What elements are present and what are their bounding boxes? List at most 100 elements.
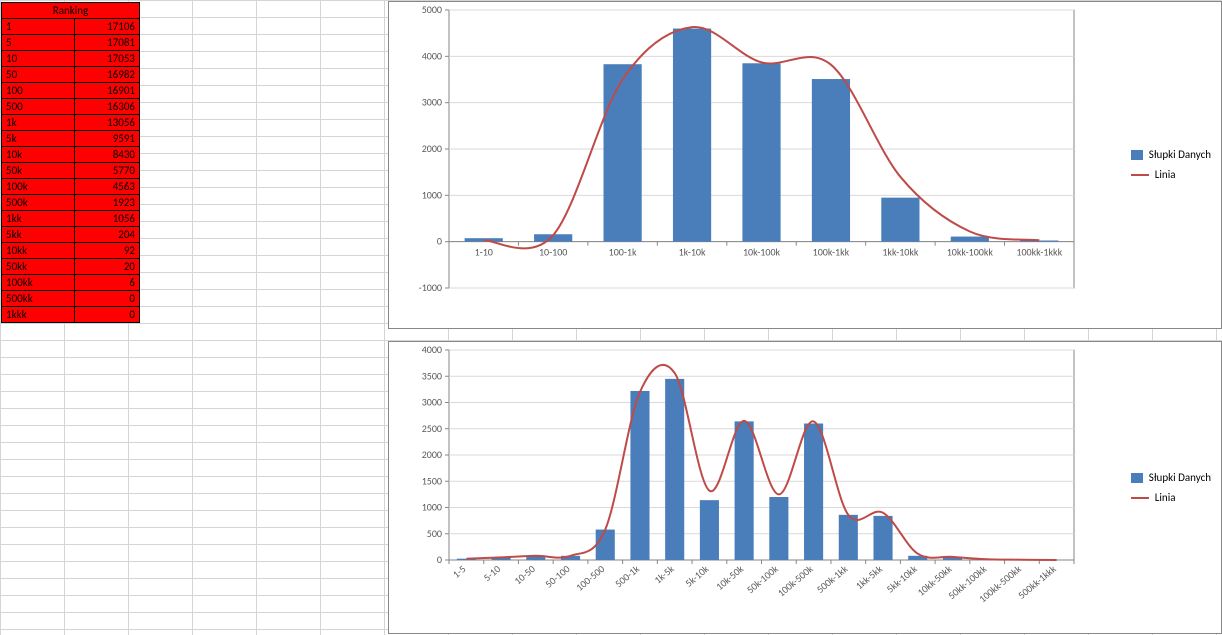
chart-bar xyxy=(804,424,823,561)
svg-text:1k-5k: 1k-5k xyxy=(651,562,676,586)
chart-bar xyxy=(596,530,615,560)
legend-bar-label: Słupki Danych xyxy=(1149,145,1211,165)
chart-bar xyxy=(769,497,788,560)
svg-text:50-100: 50-100 xyxy=(542,562,572,590)
ranking-row-value[interactable]: 17081 xyxy=(75,35,140,51)
ranking-row-key[interactable]: 1kkk xyxy=(2,307,75,323)
chart-bottom-legend: Słupki Danych Linia xyxy=(1131,468,1211,508)
ranking-table: Ranking 11710651708110170535016982100169… xyxy=(1,2,140,323)
ranking-row-key[interactable]: 1 xyxy=(2,19,75,35)
svg-text:5k-10k: 5k-10k xyxy=(682,562,711,590)
svg-text:0: 0 xyxy=(437,235,442,248)
legend-line-swatch xyxy=(1131,497,1149,499)
ranking-row-value[interactable]: 8430 xyxy=(75,147,140,163)
ranking-row-key[interactable]: 500kk xyxy=(2,291,75,307)
svg-text:3000: 3000 xyxy=(422,396,442,409)
svg-text:5-10: 5-10 xyxy=(481,562,503,584)
ranking-row-key[interactable]: 100k xyxy=(2,179,75,195)
chart-bar xyxy=(742,63,780,241)
svg-text:100-500: 100-500 xyxy=(573,562,607,593)
ranking-header: Ranking xyxy=(2,3,140,19)
chart-bar xyxy=(673,29,711,242)
ranking-row-key[interactable]: 500k xyxy=(2,195,75,211)
ranking-row-key[interactable]: 50k xyxy=(2,163,75,179)
chart-bar xyxy=(700,500,719,560)
svg-text:1000: 1000 xyxy=(422,188,442,201)
ranking-row-value[interactable]: 6 xyxy=(75,275,140,291)
ranking-row-key[interactable]: 50kk xyxy=(2,259,75,275)
ranking-row-value[interactable]: 4563 xyxy=(75,179,140,195)
legend-bar-swatch xyxy=(1131,473,1143,483)
svg-text:1kk-10kk: 1kk-10kk xyxy=(882,246,919,259)
ranking-row-value[interactable]: 20 xyxy=(75,259,140,275)
svg-text:2000: 2000 xyxy=(422,142,442,155)
chart-bar xyxy=(951,237,989,242)
ranking-row-value[interactable]: 0 xyxy=(75,307,140,323)
svg-text:10k-100k: 10k-100k xyxy=(743,246,781,259)
chart-bar xyxy=(665,379,684,560)
ranking-row-value[interactable]: 17053 xyxy=(75,51,140,67)
ranking-row-key[interactable]: 10kk xyxy=(2,243,75,259)
chart-bar xyxy=(881,198,919,242)
chart-top-legend: Słupki Danych Linia xyxy=(1131,145,1211,185)
ranking-row-key[interactable]: 500 xyxy=(2,99,75,115)
ranking-row-value[interactable]: 16982 xyxy=(75,67,140,83)
svg-text:3000: 3000 xyxy=(422,96,442,109)
svg-text:-1000: -1000 xyxy=(419,281,442,294)
ranking-row-value[interactable]: 16901 xyxy=(75,83,140,99)
chart-bar xyxy=(873,516,892,560)
ranking-row-value[interactable]: 1923 xyxy=(75,195,140,211)
svg-text:3500: 3500 xyxy=(422,369,442,382)
ranking-row-key[interactable]: 10k xyxy=(2,147,75,163)
svg-text:500-1k: 500-1k xyxy=(612,562,642,590)
legend-line-label: Linia xyxy=(1155,488,1176,508)
ranking-row-key[interactable]: 100kk xyxy=(2,275,75,291)
chart-line xyxy=(466,365,1056,560)
ranking-row-key[interactable]: 100 xyxy=(2,83,75,99)
svg-text:0: 0 xyxy=(437,553,442,566)
legend-line-label: Linia xyxy=(1155,165,1176,185)
svg-text:1500: 1500 xyxy=(422,474,442,487)
ranking-row-value[interactable]: 16306 xyxy=(75,99,140,115)
chart-top-svg: -1000 0 1000 2000 3000 4000 5000 1-10 10-100 100-… xyxy=(389,2,1091,328)
svg-text:2000: 2000 xyxy=(422,448,442,461)
ranking-row-value[interactable]: 5770 xyxy=(75,163,140,179)
svg-text:5000: 5000 xyxy=(422,3,442,16)
ranking-row-key[interactable]: 1k xyxy=(2,115,75,131)
chart-bottom[interactable]: 050010001500200025003000350040001-55-101… xyxy=(388,341,1222,634)
svg-text:4000: 4000 xyxy=(422,343,442,356)
ranking-row-value[interactable]: 17106 xyxy=(75,19,140,35)
chart-bar xyxy=(735,421,754,560)
ranking-row-value[interactable]: 1056 xyxy=(75,211,140,227)
svg-text:100-1k: 100-1k xyxy=(609,246,637,259)
ranking-row-value[interactable]: 92 xyxy=(75,243,140,259)
ranking-row-key[interactable]: 50 xyxy=(2,67,75,83)
svg-text:500kk-1kkk: 500kk-1kkk xyxy=(1015,562,1059,602)
chart-bar xyxy=(604,64,642,241)
svg-text:4000: 4000 xyxy=(422,49,442,62)
svg-text:1-5: 1-5 xyxy=(450,562,468,580)
chart-top[interactable]: -1000 0 1000 2000 3000 4000 5000 1-10 10-100 100-… xyxy=(388,1,1222,329)
chart-bottom-svg: 050010001500200025003000350040001-55-101… xyxy=(389,342,1091,633)
svg-text:10-100: 10-100 xyxy=(539,246,567,259)
svg-text:5kk-10kk: 5kk-10kk xyxy=(884,562,920,595)
ranking-row-key[interactable]: 5 xyxy=(2,35,75,51)
svg-text:2500: 2500 xyxy=(422,422,442,435)
svg-text:500: 500 xyxy=(427,527,442,540)
ranking-row-value[interactable]: 204 xyxy=(75,227,140,243)
ranking-row-value[interactable]: 13056 xyxy=(75,115,140,131)
ranking-row-key[interactable]: 5k xyxy=(2,131,75,147)
svg-text:1kk-5kk: 1kk-5kk xyxy=(853,562,885,592)
svg-text:1-10: 1-10 xyxy=(475,246,493,259)
svg-text:100kk-1kkk: 100kk-1kkk xyxy=(1016,246,1062,259)
ranking-row-key[interactable]: 1kk xyxy=(2,211,75,227)
ranking-row-value[interactable]: 0 xyxy=(75,291,140,307)
ranking-row-key[interactable]: 10 xyxy=(2,51,75,67)
ranking-row-value[interactable]: 9591 xyxy=(75,131,140,147)
ranking-row-key[interactable]: 5kk xyxy=(2,227,75,243)
legend-bar-swatch xyxy=(1131,150,1143,160)
svg-text:100k-1kk: 100k-1kk xyxy=(813,246,850,259)
svg-text:1k-10k: 1k-10k xyxy=(679,246,706,259)
legend-bar-label: Słupki Danych xyxy=(1149,468,1211,488)
chart-bar xyxy=(812,79,850,242)
